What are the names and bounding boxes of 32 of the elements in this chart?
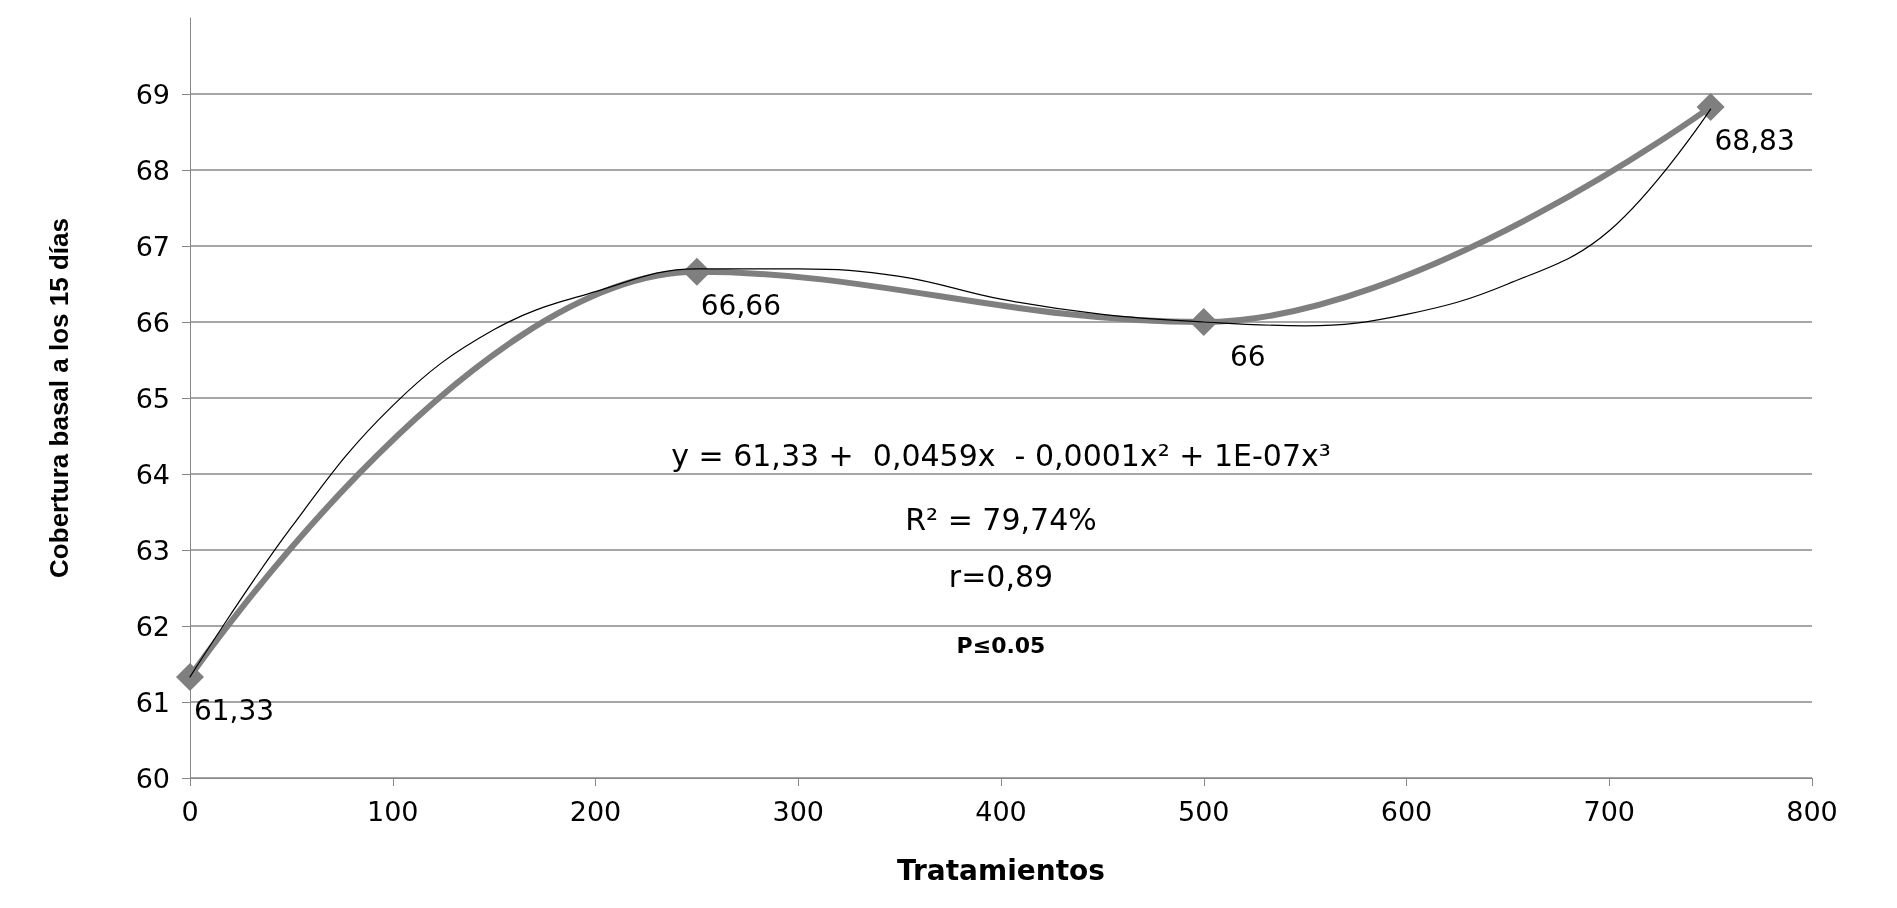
x-tick-label: 800 bbox=[1786, 796, 1838, 827]
y-axis-title: Cobertura basal a los 15 días bbox=[44, 218, 74, 578]
annotation: y = 61,33 + 0,0459x - 0,0001x² + 1E-07x³ bbox=[671, 437, 1331, 473]
x-tick-label: 300 bbox=[772, 796, 825, 827]
y-tick-label: 63 bbox=[135, 534, 170, 566]
annotation: P≤0.05 bbox=[956, 632, 1046, 658]
point bbox=[176, 662, 204, 691]
x-tick-label: 700 bbox=[1583, 796, 1636, 827]
y-tick-label: 60 bbox=[135, 762, 170, 794]
point bbox=[1696, 92, 1725, 121]
x-tick-label: 100 bbox=[366, 796, 419, 827]
annotation: R² = 79,74% bbox=[905, 502, 1097, 538]
data-label: 66,66 bbox=[700, 289, 781, 323]
y-tick-label: 69 bbox=[135, 78, 170, 110]
data-label: 66 bbox=[1229, 339, 1266, 373]
data-label: 68,83 bbox=[1714, 124, 1795, 158]
x-tick-label: 200 bbox=[569, 796, 622, 827]
x-tick-label: 400 bbox=[975, 796, 1027, 827]
y-tick-label: 61 bbox=[135, 686, 170, 718]
x-tick-label: 500 bbox=[1177, 796, 1230, 827]
data-label: 61,33 bbox=[193, 694, 275, 728]
y-tick-label: 62 bbox=[135, 610, 170, 642]
x-tick-label: 0 bbox=[181, 796, 199, 827]
annotation: r=0,89 bbox=[948, 559, 1054, 595]
y-tick-label: 64 bbox=[135, 458, 170, 490]
y-tick-label: 66 bbox=[135, 306, 170, 338]
x-axis-title: Tratamientos bbox=[897, 853, 1105, 887]
point bbox=[1189, 308, 1218, 336]
y-tick-label: 68 bbox=[135, 154, 170, 186]
x-tick-label: 600 bbox=[1380, 796, 1433, 827]
y-tick-label: 65 bbox=[135, 382, 170, 414]
y-tick-label: 67 bbox=[135, 230, 170, 262]
